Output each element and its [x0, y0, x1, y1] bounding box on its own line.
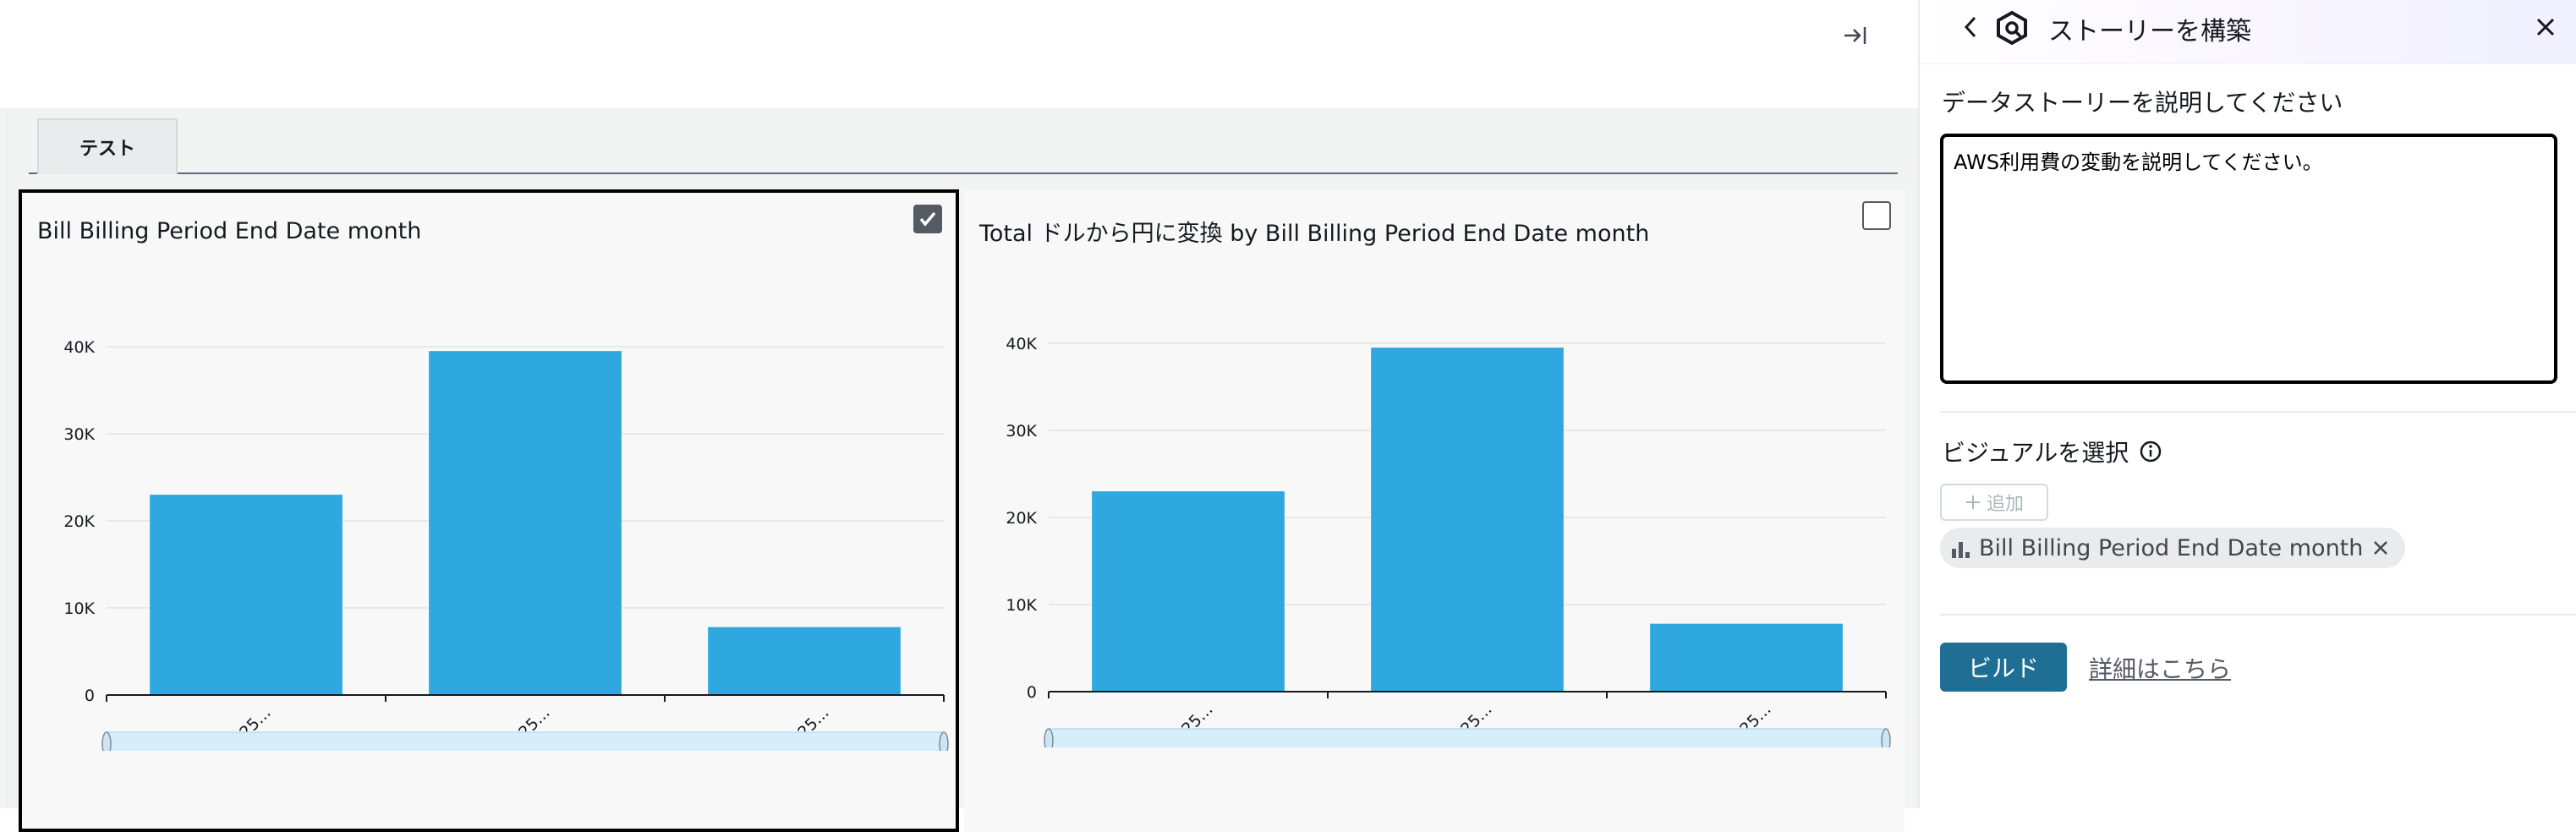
selected-visual-chip: Bill Billing Period End Date month — [1940, 528, 2406, 568]
y-tick-label: 30K — [1006, 422, 1037, 441]
back-button[interactable] — [1955, 12, 1986, 42]
selected-visual-chip-label: Bill Billing Period End Date month — [1979, 534, 2364, 561]
info-icon[interactable] — [2139, 440, 2162, 463]
range-slider-track — [106, 731, 945, 751]
panel-header: ストーリーを構築 — [1920, 0, 2576, 64]
y-tick-label: 0 — [1027, 683, 1037, 702]
visual-bill-period[interactable]: Bill Billing Period End Date month 0 10K 2… — [19, 189, 959, 832]
bar — [708, 627, 901, 695]
add-visual-label: 追加 — [1986, 494, 2024, 515]
range-slider-track — [1048, 728, 1887, 747]
divider — [1940, 411, 2576, 413]
sheet-area: テスト Bill Billing Period End Date month 0… — [8, 110, 1918, 832]
sheet-tab-bar: テスト — [29, 118, 1898, 174]
y-tick-label: 40K — [1006, 335, 1037, 353]
y-tick-label: 20K — [1006, 509, 1037, 528]
visual-select-checkbox[interactable] — [1862, 201, 1891, 230]
visual-select-checkbox[interactable] — [913, 205, 942, 233]
bar-chart-icon — [1952, 542, 1970, 558]
visual-title: Total ドルから円に変換 by Bill Billing Period En… — [979, 221, 1650, 247]
y-tick-label: 10K — [63, 599, 95, 618]
y-tick-label: 30K — [63, 425, 95, 444]
info-circle-icon — [2140, 441, 2162, 463]
bar — [150, 495, 343, 695]
range-slider-handle — [101, 731, 112, 751]
visual-title: Bill Billing Period End Date month — [37, 218, 422, 244]
description-input[interactable] — [1940, 134, 2557, 384]
build-story-panel: ストーリーを構築 データストーリーを説明してください ビジュアルを選択 追加 — [1918, 0, 2576, 808]
range-slider-handle — [1881, 728, 1891, 747]
collapse-panel-button[interactable] — [1839, 19, 1872, 52]
bar — [1650, 623, 1843, 692]
learn-more-link[interactable]: 詳細はこちら — [2089, 655, 2232, 683]
visual-select-label: ビジュアルを選択 — [1942, 439, 2129, 467]
range-slider-handle — [1044, 728, 1054, 747]
y-tick-label: 40K — [63, 338, 95, 357]
range-slider-handle — [939, 731, 949, 751]
amazon-q-icon — [1997, 10, 2027, 46]
main-area: テスト Bill Billing Period End Date month 0… — [0, 0, 1918, 832]
visual-total-yen[interactable]: Total ドルから円に変換 by Bill Billing Period En… — [964, 189, 1905, 832]
sheet-tab-test[interactable]: テスト — [37, 118, 178, 174]
description-label: データストーリーを説明してください — [1942, 89, 2343, 117]
remove-chip-button[interactable] — [2371, 539, 2390, 557]
y-tick-label: 20K — [63, 512, 95, 531]
bar — [429, 351, 622, 695]
plus-icon — [1965, 495, 1980, 509]
visual-select-label-row: ビジュアルを選択 — [1942, 435, 2162, 468]
left-strip — [0, 110, 8, 808]
chevron-left-icon — [1964, 16, 1976, 38]
panel-title: ストーリーを構築 — [2048, 17, 2251, 47]
add-visual-button[interactable]: 追加 — [1940, 484, 2048, 521]
top-bar — [0, 0, 1918, 110]
close-icon — [2374, 541, 2388, 555]
y-tick-label: 0 — [85, 687, 95, 705]
bar — [1371, 348, 1564, 692]
close-panel-button[interactable] — [2530, 12, 2561, 42]
close-icon — [2536, 18, 2555, 36]
collapse-right-icon — [1844, 27, 1866, 44]
build-button[interactable]: ビルド — [1940, 643, 2067, 692]
y-tick-label: 10K — [1006, 596, 1037, 615]
bar — [1092, 491, 1285, 692]
divider — [1940, 614, 2576, 616]
check-icon — [919, 211, 936, 227]
